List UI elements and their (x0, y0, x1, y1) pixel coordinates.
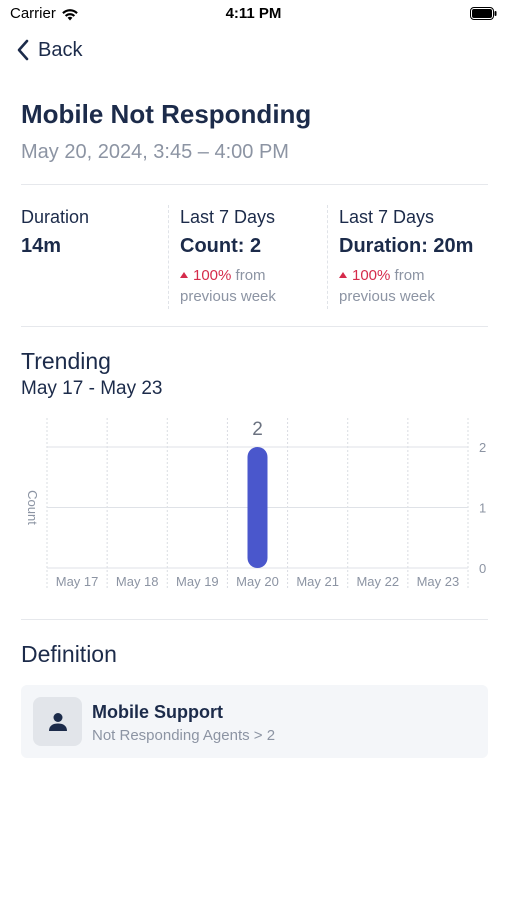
x-tick-label: May 23 (417, 574, 460, 589)
stat-count-7-days: Last 7 Days Count: 2 100% from previous … (168, 205, 329, 310)
carrier-label: Carrier (10, 5, 56, 22)
y-tick-label: 0 (479, 561, 486, 576)
change-text: from previous week (339, 267, 435, 305)
x-tick-label: May 19 (176, 574, 219, 589)
up-arrow-icon (339, 272, 347, 278)
x-tick-label: May 20 (236, 574, 279, 589)
incident-time-range: May 20, 2024, 3:45 – 4:00 PM (21, 141, 289, 163)
x-tick-label: May 17 (56, 574, 99, 589)
carrier-info: Carrier (10, 5, 79, 22)
definition-name: Mobile Support (92, 702, 223, 722)
x-tick-label: May 18 (116, 574, 159, 589)
page-title: Mobile Not Responding (21, 99, 312, 129)
divider (21, 326, 488, 327)
stat-duration-7-days: Last 7 Days Duration: 20m 100% from prev… (327, 205, 488, 310)
stats-row: Duration 14m Last 7 Days Count: 2 100% f… (21, 205, 488, 310)
divider (21, 619, 488, 620)
stat-label: Duration (21, 207, 90, 227)
y-tick-label: 2 (479, 440, 486, 455)
stat-label: Last 7 Days (339, 207, 435, 227)
definition-card[interactable]: Mobile Support Not Responding Agents > 2 (21, 685, 488, 758)
y-axis-label: Count (25, 490, 40, 525)
divider (21, 184, 488, 185)
change-text: from previous week (180, 267, 276, 305)
definition-title: Definition (21, 641, 117, 667)
stat-value: Duration: 20m (339, 235, 474, 257)
clock: 4:11 PM (225, 5, 282, 22)
stat-change: 100% from previous week (339, 265, 480, 307)
trending-title: Trending (21, 348, 111, 374)
data-label: 2 (252, 419, 263, 440)
up-arrow-icon (180, 272, 188, 278)
avatar (33, 697, 82, 746)
status-bar: Carrier 4:11 PM (0, 0, 507, 30)
back-label: Back (38, 38, 83, 61)
bar (247, 447, 268, 568)
trending-date-range: May 17 - May 23 (21, 378, 163, 399)
stat-value: 14m (21, 235, 62, 257)
change-percent: 100% (193, 267, 232, 284)
x-tick-label: May 21 (296, 574, 339, 589)
back-button[interactable]: Back (16, 38, 82, 62)
stat-separator (327, 205, 328, 309)
trending-chart: 0 1 2 Count May 17 May 18 May 19 2 May 20 May 21 M… (25, 418, 486, 590)
stat-label: Last 7 Days (180, 207, 276, 227)
change-percent: 100% (352, 267, 391, 284)
stat-value: Count: 2 (180, 235, 262, 257)
stat-duration: Duration 14m (21, 205, 170, 310)
person-icon (48, 712, 67, 731)
battery-icon (470, 7, 497, 20)
x-tick-label: May 22 (356, 574, 399, 589)
stat-change: 100% from previous week (180, 265, 321, 307)
y-tick-label: 1 (479, 501, 486, 516)
wifi-icon (62, 8, 78, 20)
chevron-left-icon (17, 39, 29, 61)
stat-separator (168, 205, 169, 309)
definition-rule: Not Responding Agents > 2 (92, 727, 276, 744)
